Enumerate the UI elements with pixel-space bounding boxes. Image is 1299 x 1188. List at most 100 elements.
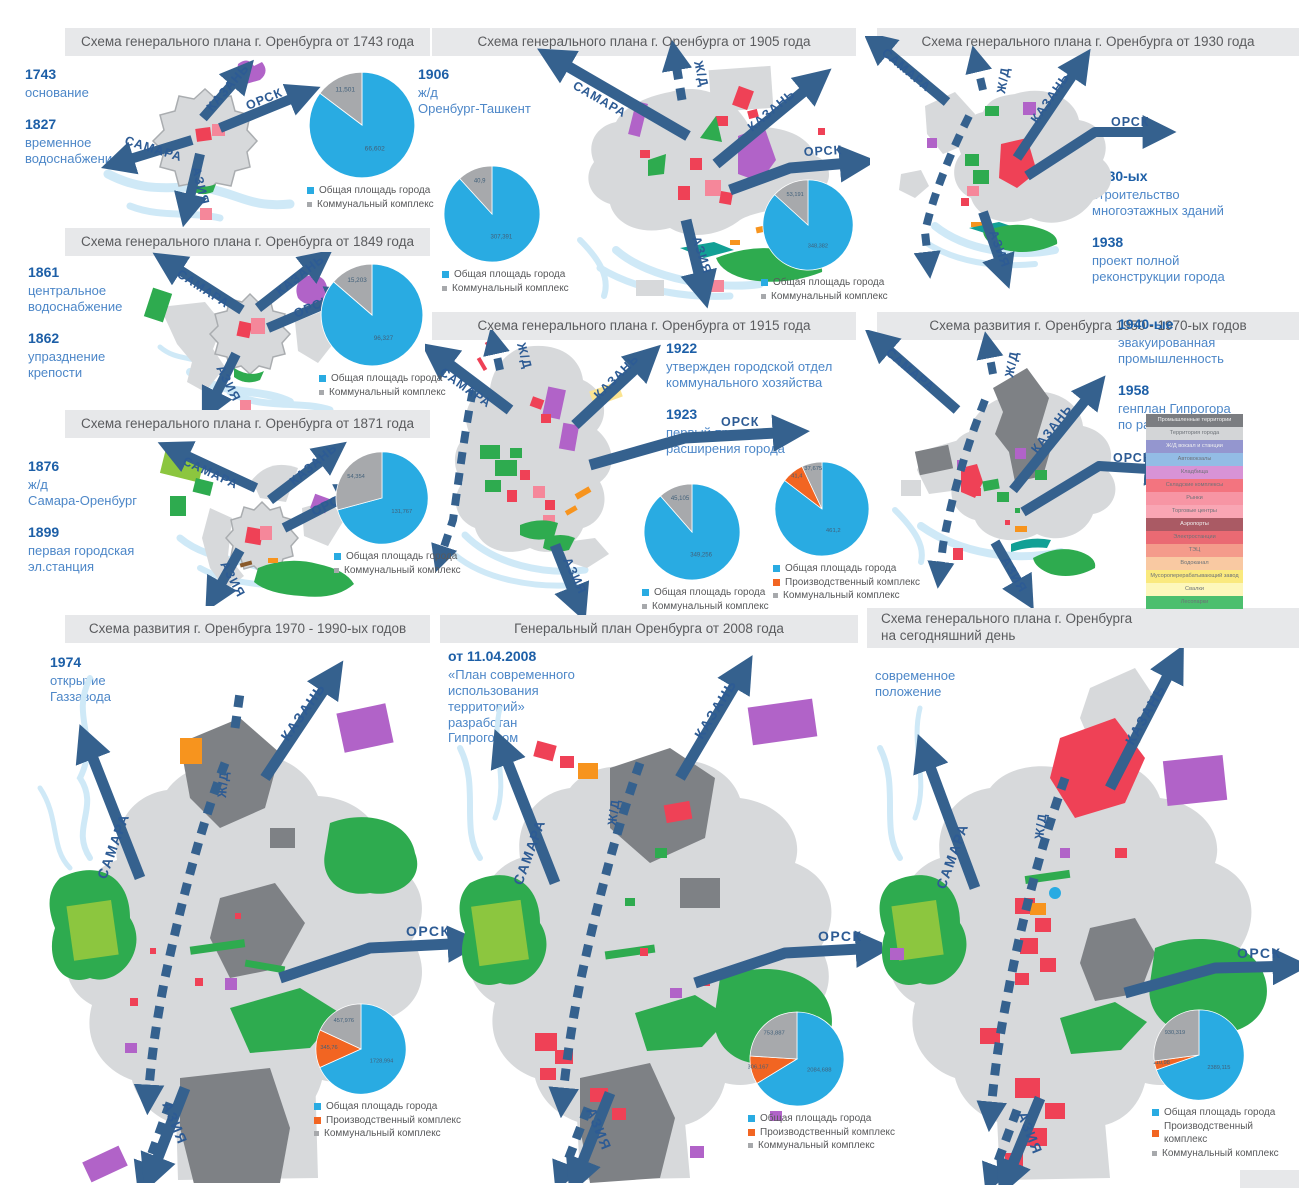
pie-legend: Общая площадь города Коммунальный комплек…	[334, 550, 461, 577]
map-1950-1970: САМАРА Ж/Д КАЗАНЬ ОРСК АЗИЯ	[865, 330, 1177, 610]
industrial-areas	[580, 748, 720, 1183]
arrow-label-kazan: КАЗАНЬ	[273, 252, 327, 298]
key-legend-row: Территория города	[1146, 427, 1243, 440]
arrow-azia: АЗИЯ	[174, 152, 212, 228]
pie-slice	[308, 71, 416, 179]
key-legend-row: Рынки	[1146, 492, 1243, 505]
arrow-label-samara: САМАРА	[181, 454, 241, 492]
arrow-orsk: ОРСК	[1123, 945, 1299, 999]
pie-legend-item: Коммунальный комплекс	[773, 589, 920, 603]
pie-slice	[332, 263, 373, 316]
arrow-label-azia: АЗИЯ	[217, 559, 248, 600]
event-text: первый проект расширения города	[666, 424, 785, 456]
pie-slice	[1153, 1009, 1200, 1062]
event-text: утвержден городской отдел коммунального …	[666, 359, 833, 390]
arrow-label-samara: САМАРА	[437, 365, 494, 411]
arrow-label-samara: САМАРА	[123, 133, 184, 164]
pie-value-label: 37,675	[804, 466, 823, 472]
event-text: «План современного использования террито…	[448, 667, 575, 746]
arrow-label-azia: АЗИЯ	[1014, 1109, 1046, 1157]
arrow-label-samara: САМАРА	[933, 821, 972, 891]
arrow-label-kazan: КАЗАНЬ	[204, 61, 252, 114]
arrow-label-samara: САМАРА	[571, 78, 629, 120]
pie-slice	[319, 71, 363, 126]
arrow-label-azia: АЗИЯ	[159, 1099, 191, 1147]
pie-legend: Общая площадь города Производственный ком…	[1152, 1106, 1299, 1160]
pie-value-label: 54,354	[347, 474, 365, 480]
map-2008: Ж/Д КАЗАНЬ САМАРА ОРСК АЗИЯ	[457, 655, 882, 1183]
pie-slice	[749, 1055, 799, 1085]
pie-legend-item: Коммунальный комплекс	[319, 386, 446, 400]
pie-legend-item: Общая площадь города	[761, 276, 888, 290]
pie-value-label: 40,9	[474, 178, 486, 184]
pie-legend-item: Коммунальный комплекс	[334, 564, 461, 578]
city-area	[65, 755, 423, 1180]
land-use-patches	[476, 340, 623, 552]
arrow-label-orsk: ОРСК	[1111, 115, 1149, 129]
pie-legend-item: Общая площадь города	[748, 1112, 895, 1126]
arrow-kazan: КАЗАНЬ	[260, 660, 344, 782]
pie-legend-item: Общая площадь города	[1152, 1106, 1299, 1120]
pie-slice	[762, 179, 854, 271]
arrow-azia: АЗИЯ	[201, 351, 243, 412]
arrow-label-samara: САМАРА	[510, 817, 549, 887]
map-1915: Ж/Д САМАРА КАЗАНЬ ОРСК АЗИЯ	[425, 330, 810, 615]
map-1970-1990: Ж/Д КАЗАНЬ САМАРА ОРСК АЗИЯ	[37, 660, 475, 1183]
event-year: 1827	[25, 115, 57, 132]
key-legend-row: Аэропорты	[1146, 518, 1243, 531]
land-use-patches	[143, 275, 328, 411]
timeline: 1861 центральное водоснабжение 1862 упразд…	[28, 264, 178, 395]
pie-slice	[1153, 1054, 1200, 1071]
pie-slice	[774, 179, 809, 226]
pie-legend: Общая площадь города Производственный ком…	[748, 1112, 895, 1153]
legend-label: Производственный комплекс	[1164, 1120, 1254, 1146]
arrow-samara: САМАРА	[152, 252, 245, 315]
legend-swatch	[1152, 1129, 1159, 1137]
pie-value-label: 306,167	[748, 1065, 769, 1071]
key-legend-row: ТЭЦ	[1146, 544, 1243, 557]
panel-title: Схема развития г. Оренбурга 1950 - 1970-…	[877, 312, 1299, 340]
legend-swatch	[642, 589, 649, 597]
arrow-orsk: ОРСК	[218, 83, 321, 133]
land-use-patches	[953, 448, 1096, 576]
pie-svg-1970-1990: 1728,994 345,76 457,976	[315, 1003, 407, 1095]
land-use-patches	[49, 703, 418, 1183]
arrow-orsk: ОРСК	[693, 928, 882, 989]
pie-value-label: 2389,115	[1207, 1065, 1230, 1071]
river	[452, 531, 589, 589]
pie-legend: Общая площадь города Коммунальный комплек…	[307, 184, 434, 211]
legend-label: Общая площадь города	[785, 563, 897, 574]
arrow-samara: САМАРА	[75, 724, 146, 881]
pie-legend-item: Общая площадь города	[334, 550, 461, 564]
land-use-patches	[927, 102, 1058, 252]
arrow-label-kazan: КАЗАНЬ	[1122, 682, 1169, 748]
pie-legend-item: Общая площадь города	[307, 184, 434, 198]
pie-legend-item: Общая площадь города	[642, 586, 769, 600]
pie-svg-2008: 2084,688 306,167 753,887	[748, 1011, 845, 1107]
event-year: 1958	[1118, 381, 1150, 398]
city-area	[202, 464, 344, 590]
arrow-samara: САМАРА	[913, 733, 981, 891]
legend-swatch	[773, 593, 778, 599]
railway-line: Ж/Д	[927, 331, 1021, 589]
land-use-patches	[159, 451, 354, 597]
legend-swatch	[334, 567, 339, 573]
legend-label: Общая площадь города	[773, 277, 885, 288]
pie-slice	[774, 461, 870, 557]
pie-value-label: 461,2	[826, 528, 841, 534]
pie-legend-item: Коммунальный комплекс	[442, 282, 569, 296]
legend-label: Общая площадь города	[331, 373, 443, 384]
pie-slice	[320, 263, 424, 367]
arrow-orsk: ОРСК	[266, 286, 361, 333]
arrow-azia: АЗИЯ	[996, 1095, 1046, 1185]
arrow-label-samara: САМАРА	[174, 267, 231, 311]
panel-title: Схема генерального плана г. Оренбурга от…	[877, 28, 1299, 56]
pie-svg-1905: 307,391 40,9	[443, 165, 541, 263]
key-legend-row: Торговые центры	[1146, 505, 1243, 518]
event-text: центральное водоснабжение	[28, 283, 123, 314]
